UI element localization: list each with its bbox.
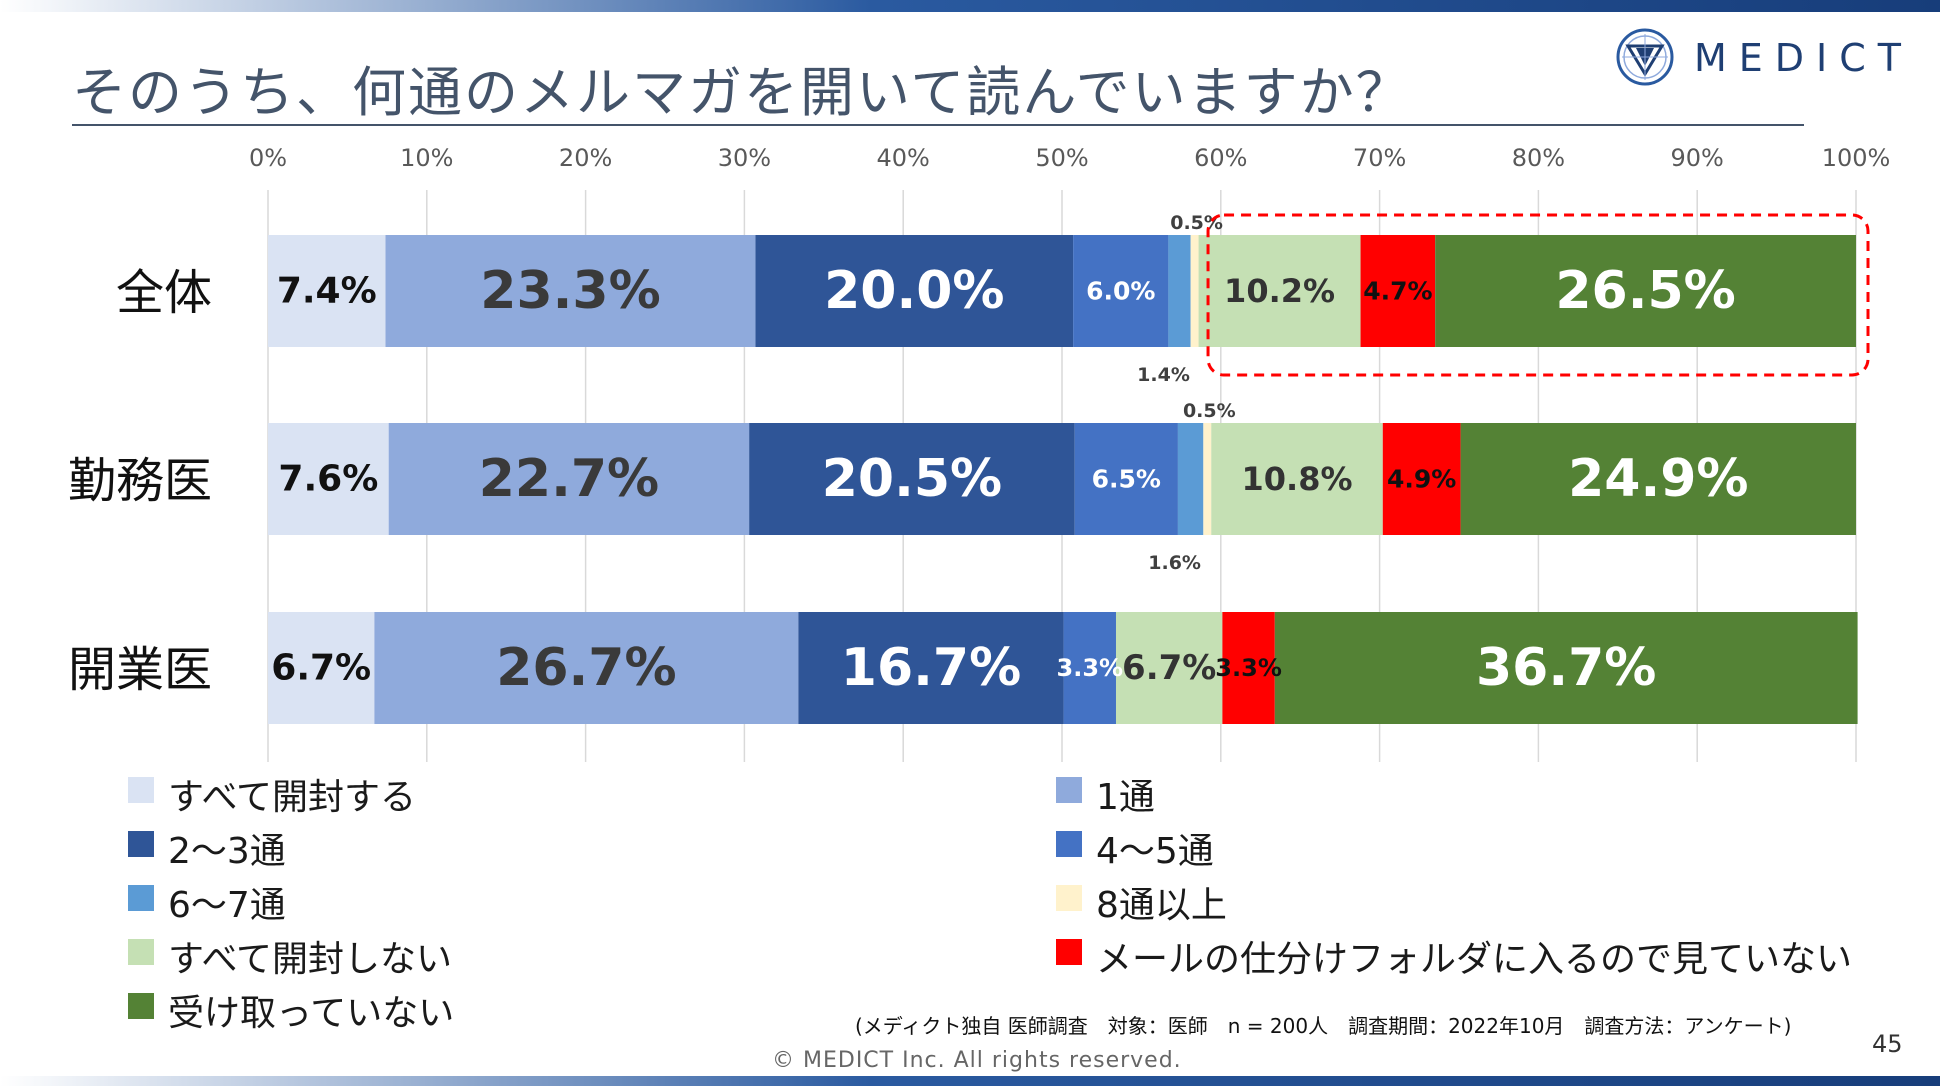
x-tick-label: 80% — [1512, 144, 1565, 172]
bar-segment — [755, 235, 1074, 347]
source-note: (メディクト独自 医師調査 対象：医師 n = 200人 調査期間：2022年1… — [855, 1014, 1792, 1038]
legend-swatch — [128, 831, 154, 857]
bar-segment — [1190, 235, 1199, 347]
legend-label: すべて開封する — [168, 777, 417, 818]
legend-label: 2〜3通 — [168, 831, 286, 872]
category-label: 全体 — [116, 265, 212, 321]
bar-segment — [1274, 612, 1858, 724]
page-title: そのうち、何通のメルマガを開いて読んでいますか？ — [72, 61, 1412, 124]
logo-wordmark: MEDICT — [1694, 36, 1914, 80]
bar-segment — [268, 612, 375, 724]
bar-segment — [388, 423, 750, 535]
data-label: 20.5% — [822, 449, 1002, 509]
legend-swatch — [1056, 831, 1082, 857]
bar-segment — [1222, 612, 1275, 724]
x-tick-label: 20% — [559, 144, 612, 172]
data-label: 6.7% — [1122, 648, 1216, 688]
data-label: 1.4% — [1137, 364, 1190, 386]
data-label: 3.3% — [1057, 654, 1124, 682]
bar-segment — [1360, 235, 1436, 347]
legend-label: 4〜5通 — [1096, 831, 1214, 872]
category-label: 開業医 — [68, 642, 212, 698]
data-label: 3.3% — [1215, 654, 1282, 682]
data-label: 4.9% — [1387, 465, 1456, 494]
data-label: 7.6% — [278, 459, 378, 500]
legend-swatch — [128, 993, 154, 1019]
highlight-box — [1206, 213, 1870, 377]
bar-segment — [1177, 423, 1204, 535]
data-labels: 7.4% 23.3% 20.0% 6.0% 1.4% 0.5% 10.2% 4.7% 26.5%… — [271, 212, 1748, 698]
bar-segment — [1211, 423, 1383, 535]
data-label: 6.5% — [1092, 465, 1161, 494]
x-tick-label: 50% — [1035, 144, 1088, 172]
data-label: 36.7% — [1476, 638, 1656, 698]
highlight-layer — [1206, 213, 1870, 377]
data-label: 26.5% — [1555, 261, 1735, 321]
page-number: 45 — [1872, 1030, 1903, 1058]
bar-segment — [1382, 423, 1461, 535]
data-label: 4.7% — [1363, 277, 1432, 306]
legend-swatch — [1056, 939, 1082, 965]
data-label: 16.7% — [841, 638, 1021, 698]
data-label: 23.3% — [480, 261, 660, 321]
bar-segment — [798, 612, 1064, 724]
legend-swatch — [1056, 885, 1082, 911]
x-tick-label: 0% — [249, 144, 287, 172]
data-label: 24.9% — [1568, 449, 1748, 509]
bar-segment — [1435, 235, 1856, 347]
legend-swatch — [128, 939, 154, 965]
x-tick-label: 40% — [877, 144, 930, 172]
bar-segment — [1198, 235, 1361, 347]
legend-swatch — [128, 777, 154, 803]
bar-segment — [268, 235, 386, 347]
legend-swatch — [1056, 777, 1082, 803]
legend-swatch — [128, 885, 154, 911]
data-label: 10.2% — [1224, 272, 1335, 310]
data-label: 7.4% — [277, 271, 377, 312]
bar-segment — [1203, 423, 1212, 535]
legend-label: 8通以上 — [1096, 885, 1227, 926]
data-label: 26.7% — [496, 638, 676, 698]
legend-label: 受け取っていない — [168, 993, 455, 1034]
top-accent-band — [0, 0, 1940, 12]
x-tick-label: 30% — [718, 144, 771, 172]
stacked-bar-chart: 0% 10% 20% 30% 40% 50% 60% 70% 80% 90% 100% 7.4% 23… — [68, 144, 1890, 762]
bar-segment — [1168, 235, 1191, 347]
copyright: © MEDICT Inc. All rights reserved. — [772, 1048, 1182, 1073]
bottom-accent-band — [0, 1076, 1940, 1086]
data-label: 6.7% — [271, 648, 371, 689]
bar-segment — [1073, 235, 1169, 347]
legend-label: すべて開封しない — [168, 939, 453, 980]
legend-label: 1通 — [1096, 777, 1155, 818]
x-tick-label: 90% — [1671, 144, 1724, 172]
x-tick-label: 70% — [1353, 144, 1406, 172]
title-underline — [72, 124, 1804, 126]
data-label: 1.6% — [1148, 552, 1201, 574]
bar-segment — [1074, 423, 1178, 535]
bar-segment — [374, 612, 799, 724]
medict-logo-icon — [1616, 28, 1674, 86]
data-label: 10.8% — [1242, 460, 1353, 498]
legend-label: 6〜7通 — [168, 885, 286, 926]
bar-segment — [749, 423, 1075, 535]
category-label: 勤務医 — [68, 453, 212, 509]
x-axis-ticks: 0% 10% 20% 30% 40% 50% 60% 70% 80% 90% 100% — [249, 144, 1890, 172]
bar-segment — [268, 423, 389, 535]
legend-label: メールの仕分けフォルダに入るので見ていない — [1096, 939, 1853, 980]
data-label: 20.0% — [824, 261, 1004, 321]
bars — [268, 235, 1858, 724]
bar-segment — [1115, 612, 1223, 724]
x-tick-label: 60% — [1194, 144, 1247, 172]
data-label: 22.7% — [479, 449, 659, 509]
bar-segment — [1063, 612, 1116, 724]
x-tick-label: 10% — [400, 144, 453, 172]
bar-segment — [385, 235, 756, 347]
data-label: 0.5% — [1170, 212, 1223, 234]
bar-segment — [1460, 423, 1856, 535]
x-tick-label: 100% — [1822, 144, 1891, 172]
data-label: 0.5% — [1183, 400, 1236, 422]
data-label: 6.0% — [1086, 277, 1155, 306]
